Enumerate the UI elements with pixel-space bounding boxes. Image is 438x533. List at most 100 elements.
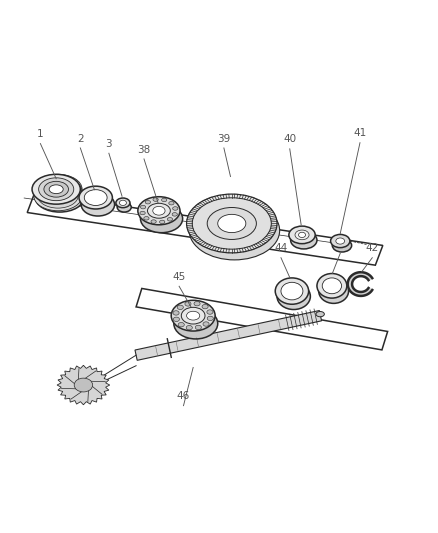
Ellipse shape: [140, 205, 182, 233]
Ellipse shape: [44, 181, 68, 197]
Polygon shape: [367, 276, 371, 279]
Ellipse shape: [186, 194, 276, 253]
Ellipse shape: [171, 300, 215, 331]
Polygon shape: [347, 284, 351, 285]
Ellipse shape: [288, 226, 314, 244]
Polygon shape: [367, 288, 371, 290]
Polygon shape: [353, 274, 356, 278]
Polygon shape: [350, 289, 354, 292]
Ellipse shape: [138, 197, 180, 225]
Polygon shape: [364, 273, 367, 277]
Polygon shape: [362, 272, 363, 277]
Ellipse shape: [318, 279, 348, 303]
Polygon shape: [357, 272, 359, 276]
Text: 45: 45: [172, 272, 185, 282]
Ellipse shape: [186, 326, 192, 330]
Text: 44: 44: [274, 244, 287, 253]
Ellipse shape: [332, 239, 351, 252]
Ellipse shape: [81, 193, 114, 216]
Polygon shape: [134, 311, 321, 360]
Polygon shape: [349, 277, 353, 280]
Ellipse shape: [152, 206, 165, 215]
Ellipse shape: [186, 311, 199, 320]
Polygon shape: [351, 290, 354, 293]
Ellipse shape: [151, 220, 156, 223]
Ellipse shape: [177, 305, 183, 310]
Ellipse shape: [145, 200, 150, 204]
Polygon shape: [366, 275, 369, 278]
Polygon shape: [350, 276, 354, 279]
Ellipse shape: [38, 179, 78, 204]
Polygon shape: [347, 280, 352, 282]
Ellipse shape: [276, 283, 310, 310]
Text: 43: 43: [333, 239, 346, 249]
Polygon shape: [347, 283, 351, 284]
Ellipse shape: [119, 200, 126, 206]
Polygon shape: [347, 285, 352, 287]
Ellipse shape: [49, 185, 63, 193]
Ellipse shape: [335, 238, 344, 244]
Ellipse shape: [38, 183, 78, 208]
Ellipse shape: [206, 310, 212, 314]
Polygon shape: [353, 290, 356, 294]
Ellipse shape: [140, 205, 145, 209]
Polygon shape: [360, 272, 362, 276]
Ellipse shape: [84, 190, 107, 206]
Polygon shape: [354, 273, 357, 277]
Ellipse shape: [79, 186, 112, 209]
Polygon shape: [347, 281, 352, 283]
Ellipse shape: [178, 322, 184, 327]
Ellipse shape: [217, 214, 245, 232]
Polygon shape: [365, 290, 368, 294]
Ellipse shape: [32, 174, 80, 204]
Ellipse shape: [140, 211, 145, 215]
Ellipse shape: [189, 201, 279, 260]
Ellipse shape: [316, 273, 346, 298]
Polygon shape: [349, 288, 353, 291]
Text: 38: 38: [137, 144, 150, 155]
Ellipse shape: [315, 311, 324, 317]
Ellipse shape: [34, 176, 82, 206]
Text: 40: 40: [283, 134, 296, 144]
Ellipse shape: [117, 203, 131, 212]
Ellipse shape: [195, 325, 201, 329]
Ellipse shape: [275, 278, 308, 304]
Polygon shape: [366, 289, 369, 293]
Polygon shape: [363, 292, 365, 295]
Ellipse shape: [294, 230, 308, 240]
Ellipse shape: [321, 278, 341, 294]
Polygon shape: [351, 275, 354, 278]
Ellipse shape: [201, 304, 208, 309]
Ellipse shape: [194, 302, 200, 306]
Polygon shape: [364, 291, 367, 295]
Ellipse shape: [173, 308, 217, 339]
Ellipse shape: [159, 220, 165, 224]
Ellipse shape: [330, 235, 349, 248]
Ellipse shape: [38, 181, 78, 206]
Ellipse shape: [202, 322, 208, 326]
Ellipse shape: [207, 207, 256, 239]
Text: 3: 3: [105, 139, 112, 149]
Polygon shape: [363, 273, 365, 277]
Ellipse shape: [173, 317, 179, 321]
Ellipse shape: [34, 179, 82, 208]
Polygon shape: [356, 292, 358, 295]
Polygon shape: [362, 292, 363, 296]
Ellipse shape: [207, 316, 213, 320]
Text: 41: 41: [353, 128, 366, 138]
Polygon shape: [356, 273, 358, 277]
Ellipse shape: [39, 178, 74, 200]
Ellipse shape: [152, 198, 158, 201]
Polygon shape: [357, 292, 359, 296]
Ellipse shape: [144, 216, 149, 220]
Ellipse shape: [173, 311, 179, 315]
Ellipse shape: [35, 182, 84, 212]
Polygon shape: [354, 291, 357, 295]
Ellipse shape: [116, 198, 130, 208]
Text: 46: 46: [177, 391, 190, 401]
Ellipse shape: [298, 232, 305, 238]
Polygon shape: [367, 278, 371, 280]
Text: 2: 2: [77, 134, 84, 143]
Polygon shape: [347, 286, 352, 288]
Ellipse shape: [147, 203, 170, 218]
